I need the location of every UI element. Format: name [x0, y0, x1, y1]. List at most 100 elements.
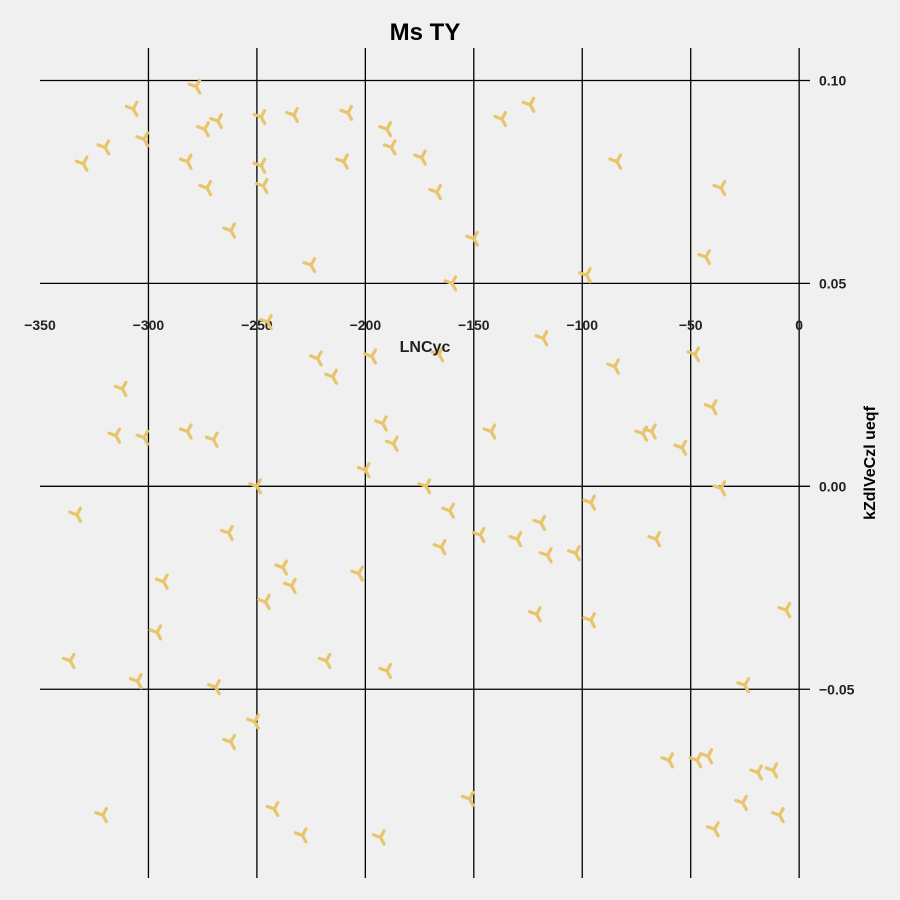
data-point: [749, 764, 764, 781]
data-point: [374, 415, 388, 432]
data-point: [302, 257, 317, 274]
data-point: [252, 108, 267, 126]
data-point: [96, 139, 111, 156]
data-point: [528, 606, 542, 623]
data-point: [155, 573, 169, 590]
x-tick-label: −50: [679, 317, 703, 333]
data-point: [443, 275, 458, 292]
data-point: [705, 821, 720, 838]
data-point: [124, 100, 139, 118]
data-point: [274, 559, 288, 576]
data-point: [441, 502, 455, 519]
x-tick-label: 0: [795, 317, 803, 333]
data-point: [567, 545, 581, 562]
data-point: [606, 358, 620, 375]
data-point: [521, 96, 536, 113]
data-points: [61, 78, 792, 846]
chart-title: Ms TY: [390, 19, 461, 46]
y-tick-labels: −0.05 0.00 0.05 0.10: [819, 72, 855, 697]
data-point: [285, 106, 299, 124]
data-point: [538, 547, 553, 564]
data-point: [465, 230, 479, 247]
data-point: [222, 733, 236, 751]
data-point: [196, 121, 210, 138]
data-point: [770, 806, 785, 824]
data-point: [712, 179, 727, 197]
data-point: [74, 155, 89, 172]
data-point: [178, 153, 193, 170]
x-tick-label: −150: [458, 317, 490, 333]
data-point: [577, 267, 592, 284]
data-point: [378, 662, 393, 680]
data-point: [222, 222, 236, 239]
data-point: [209, 112, 223, 130]
data-point: [686, 346, 701, 363]
data-point: [178, 423, 193, 440]
y-tick-label: 0.10: [819, 72, 846, 88]
data-point: [324, 368, 338, 385]
x-tick-label: −300: [133, 317, 165, 333]
data-point: [204, 431, 219, 448]
x-axis-label: LNCyc: [400, 339, 451, 356]
data-point: [736, 677, 751, 694]
data-point: [777, 601, 792, 619]
data-point: [703, 399, 718, 416]
data-point: [764, 762, 779, 779]
y-tick-label: 0.00: [819, 478, 846, 494]
data-point: [647, 530, 662, 548]
x-tick-labels: −350 −300 −250 −200 −150 −100 −50 0: [24, 317, 803, 333]
data-point: [339, 104, 354, 122]
x-tick-label: −100: [566, 317, 598, 333]
data-point: [428, 184, 442, 201]
data-point: [248, 478, 262, 495]
data-point: [673, 439, 688, 456]
data-point: [643, 423, 657, 440]
data-point: [113, 380, 128, 397]
data-point: [508, 530, 523, 548]
data-point: [317, 652, 332, 670]
data-point: [382, 139, 397, 156]
data-point: [335, 153, 349, 170]
data-point: [378, 121, 393, 138]
data-point: [246, 713, 260, 730]
data-point: [413, 149, 427, 166]
data-point: [460, 790, 475, 808]
data-point: [432, 539, 447, 556]
data-point: [534, 330, 549, 347]
data-point: [61, 652, 76, 670]
data-point: [371, 829, 386, 846]
data-point: [68, 506, 83, 523]
data-point: [384, 435, 399, 452]
data-point: [699, 748, 714, 765]
data-point: [734, 794, 748, 812]
data-point: [94, 806, 109, 824]
data-point: [293, 827, 308, 844]
data-point: [532, 514, 547, 532]
y-tick-label: 0.05: [819, 275, 846, 291]
y-axis-label: kZdlVeCzl ueqf: [862, 405, 879, 519]
data-point: [363, 348, 377, 365]
data-point: [220, 524, 234, 542]
data-point: [198, 179, 213, 197]
data-point: [207, 679, 221, 696]
y-tick-label: −0.05: [819, 681, 855, 697]
data-point: [582, 612, 597, 629]
data-point: [135, 131, 150, 148]
data-point: [252, 157, 267, 174]
data-point: [350, 565, 364, 582]
data-point: [129, 673, 143, 690]
data-point: [608, 153, 623, 170]
data-point: [712, 480, 727, 497]
data-point: [257, 593, 271, 611]
data-point: [430, 346, 445, 363]
data-point: [482, 423, 497, 440]
data-point: [283, 577, 297, 594]
data-point: [265, 800, 280, 818]
data-point: [697, 248, 712, 266]
data-point: [356, 462, 371, 479]
data-point: [417, 478, 432, 495]
data-point: [148, 624, 163, 641]
data-point: [582, 494, 597, 511]
data-point: [254, 177, 269, 195]
